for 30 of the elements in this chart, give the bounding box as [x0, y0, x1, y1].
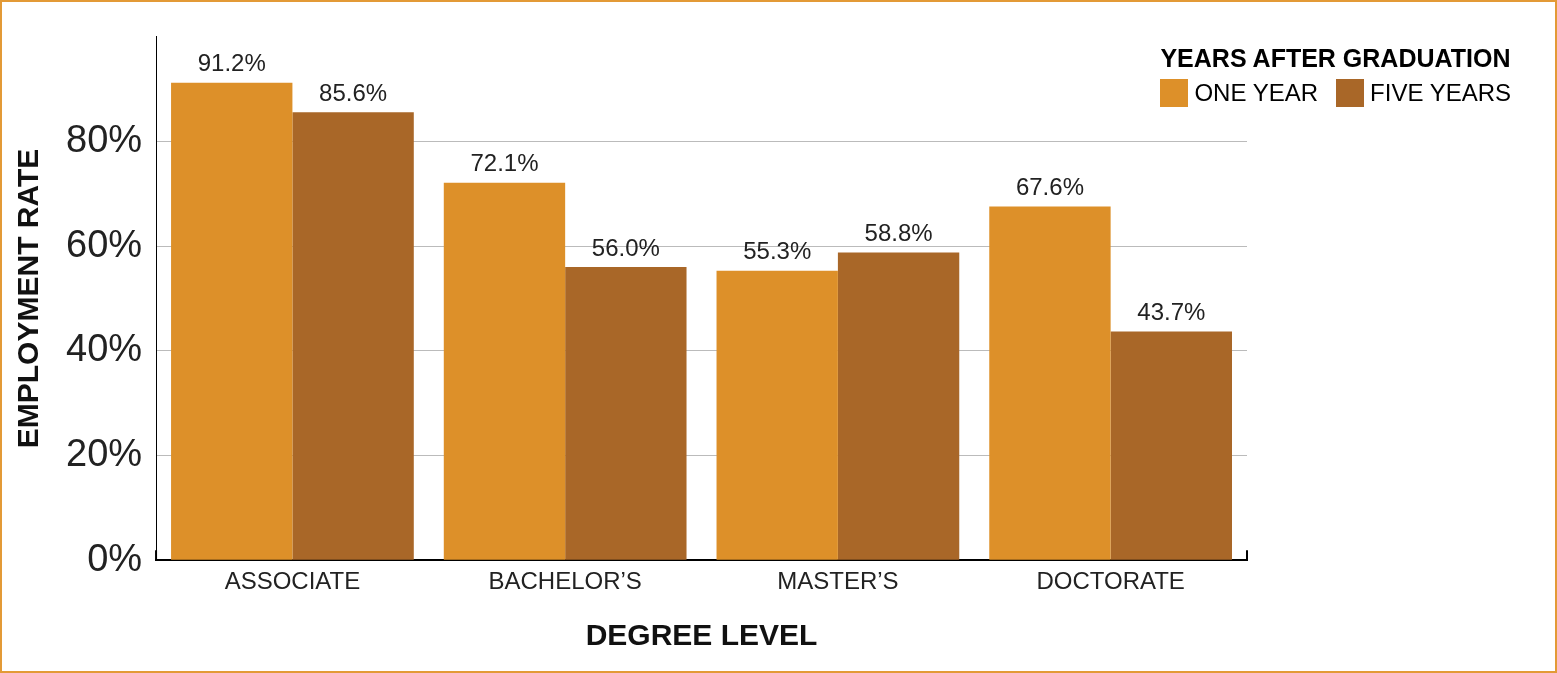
data-label: 85.6%	[319, 78, 388, 106]
bar	[443, 182, 566, 560]
bar	[989, 206, 1111, 560]
bar	[171, 82, 293, 560]
bar	[565, 267, 687, 560]
y-tick-label: 80%	[65, 117, 143, 160]
y-tick-label: 0%	[87, 536, 143, 579]
y-tick-label: 40%	[65, 327, 143, 370]
data-label: 43.7%	[1137, 298, 1206, 326]
x-tick-label: DOCTORATE	[1036, 567, 1185, 595]
legend-label: FIVE YEARS	[1370, 79, 1511, 107]
x-tick-label: MASTER’S	[777, 567, 899, 595]
x-tick-label: BACHELOR’S	[488, 567, 642, 595]
data-label: 55.3%	[743, 237, 812, 265]
data-label: 58.8%	[864, 219, 933, 247]
bar	[716, 270, 838, 560]
y-tick-label: 20%	[65, 432, 143, 474]
data-label: 67.6%	[1015, 173, 1084, 201]
data-label: 91.2%	[197, 49, 266, 77]
legend-title: YEARS AFTER GRADUATION	[1160, 44, 1511, 73]
data-label: 72.1%	[470, 149, 539, 177]
x-axis-title: DEGREE LEVEL	[585, 618, 818, 652]
data-label: 56.0%	[591, 233, 660, 261]
bar	[292, 112, 414, 560]
legend-label: ONE YEAR	[1194, 79, 1319, 107]
bar	[1110, 331, 1232, 560]
x-tick-label: ASSOCIATE	[224, 567, 361, 595]
y-axis-title: EMPLOYMENT RATE	[11, 148, 45, 449]
bar	[837, 252, 960, 560]
y-tick-label: 60%	[65, 222, 143, 265]
